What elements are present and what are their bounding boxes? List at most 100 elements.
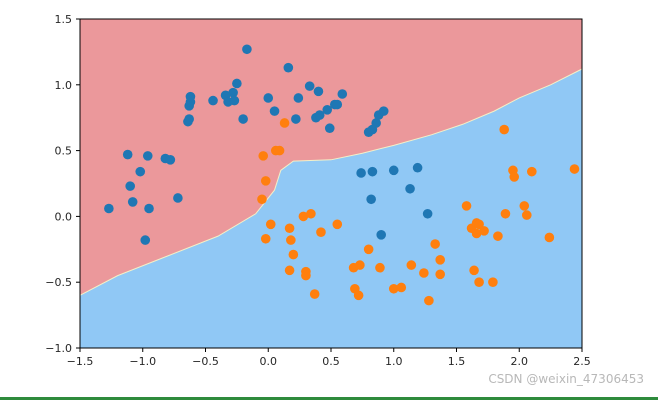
x-tick-label: 1.0 [385, 355, 403, 368]
x-tick-label: 1.5 [448, 355, 466, 368]
series-0-point [269, 106, 280, 116]
series-1-point [479, 226, 489, 236]
series-1-point [309, 289, 320, 299]
series-1-point [298, 211, 309, 222]
series-0-point [122, 149, 133, 160]
series-1-point [527, 166, 537, 177]
series-0-point [104, 203, 114, 214]
series-1-point [265, 219, 276, 230]
series-0-point [314, 110, 325, 120]
series-0-point [324, 123, 335, 134]
series-0-point [232, 78, 242, 89]
series-1-point [332, 219, 343, 230]
series-1-point [284, 223, 295, 234]
series-1-point [258, 151, 269, 161]
x-tick-label: 0.0 [260, 355, 278, 368]
series-0-point [263, 93, 274, 103]
series-0-point [293, 93, 304, 103]
series-1-point [260, 233, 271, 244]
series-1-point [461, 201, 472, 211]
series-1-point [474, 219, 484, 230]
series-0-point [367, 166, 378, 177]
series-0-point [144, 203, 154, 214]
y-tick-label: 0.0 [55, 210, 73, 223]
y-tick-label: 1.5 [55, 13, 73, 26]
series-0-point [135, 166, 146, 177]
series-1-point [569, 164, 580, 174]
series-0-point [366, 194, 376, 205]
series-0-point [229, 95, 240, 106]
x-tick-label: −1.5 [67, 355, 94, 368]
class-1-region [80, 69, 582, 349]
series-0-point [242, 44, 252, 55]
y-tick-label: −0.5 [45, 276, 72, 289]
scatter-points [104, 44, 580, 306]
series-0-point [313, 86, 324, 97]
x-tick-label: −1.0 [129, 355, 156, 368]
class-0-region [80, 19, 582, 296]
series-0-point [283, 62, 294, 73]
series-1-point [301, 270, 311, 281]
series-1-point [493, 231, 503, 241]
series-0-point [140, 235, 151, 245]
y-tick-label: 1.0 [55, 79, 73, 92]
series-1-point [260, 176, 271, 186]
y-tick-label: −1.0 [45, 342, 72, 355]
series-1-point [284, 265, 295, 276]
series-1-point [499, 124, 509, 135]
series-1-point [474, 277, 484, 288]
series-1-point [375, 262, 385, 273]
series-1-point [286, 235, 296, 245]
series-0-point [405, 183, 415, 194]
series-0-point [376, 230, 387, 240]
x-tick-label: 2.5 [573, 355, 591, 368]
decision-regions [79, 19, 583, 349]
series-0-point [422, 208, 433, 219]
series-1-point [544, 232, 555, 243]
series-1-point [355, 260, 365, 270]
series-1-point [279, 118, 290, 128]
series-0-point [185, 91, 196, 102]
series-1-point [430, 239, 440, 249]
series-0-point [412, 162, 423, 173]
series-0-point [125, 181, 135, 191]
series-1-point [500, 208, 511, 219]
series-1-point [353, 290, 364, 301]
series-1-point [306, 208, 316, 219]
series-0-point [165, 155, 176, 165]
series-1-point [257, 194, 267, 205]
series-0-point [238, 114, 248, 124]
series-1-point [419, 268, 429, 278]
series-1-point [521, 210, 532, 220]
y-tick-label: 0.5 [55, 145, 73, 158]
series-1-point [471, 228, 482, 239]
series-1-point [288, 249, 299, 260]
x-tick-label: 0.5 [322, 355, 340, 368]
series-0-point [371, 118, 381, 128]
series-0-point [291, 114, 301, 124]
series-1-point [396, 282, 407, 293]
series-1-point [488, 277, 498, 288]
series-0-point [228, 87, 238, 98]
watermark: CSDN @weixin_47306453 [488, 372, 644, 386]
series-1-point [406, 260, 417, 270]
series-0-point [208, 95, 218, 106]
series-1-point [435, 255, 445, 265]
series-0-point [142, 151, 153, 161]
series-0-point [337, 89, 348, 99]
series-0-point [378, 106, 389, 116]
series-1-point [424, 295, 434, 306]
series-0-point [322, 105, 333, 115]
series-1-point [469, 265, 479, 276]
decision-boundary-line [79, 68, 583, 296]
series-0-point [184, 114, 194, 124]
x-tick-label: −0.5 [192, 355, 219, 368]
axis-ticks: −1.5 −1.0 −0.5 0.0 0.5 1.0 1.5 2.0 2.5−1.0−0.50.… [45, 13, 590, 368]
series-1-point [388, 283, 399, 294]
series-0-point [127, 197, 138, 207]
series-0-point [388, 165, 399, 176]
series-0-point [332, 99, 343, 110]
bottom-bar [0, 397, 658, 400]
x-tick-label: 2.0 [511, 355, 529, 368]
series-1-point [316, 227, 326, 237]
